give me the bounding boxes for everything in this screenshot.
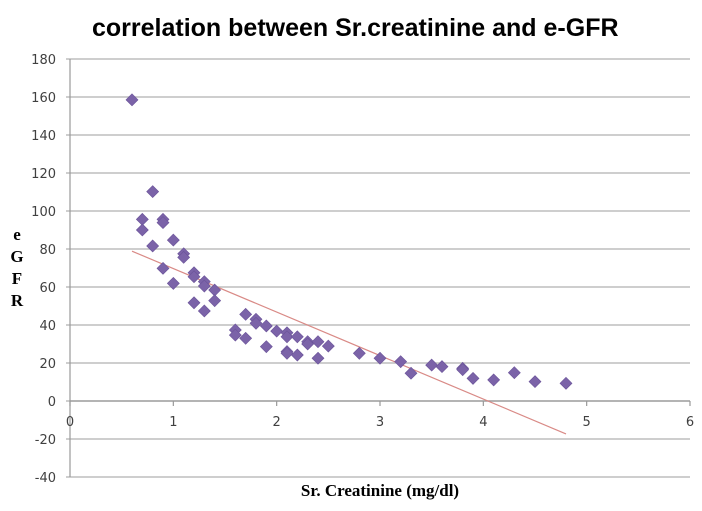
- y-axis-title-letter: G: [10, 247, 23, 266]
- x-tick-label: 3: [376, 415, 384, 430]
- y-tick-label: 40: [39, 319, 56, 334]
- y-axis-title-letter: e: [13, 225, 21, 244]
- data-point: [321, 339, 335, 353]
- data-point: [135, 223, 149, 237]
- data-point: [373, 351, 387, 365]
- y-tick-label: 60: [39, 281, 56, 296]
- x-tick-label: 0: [66, 415, 74, 430]
- data-point: [559, 376, 573, 390]
- data-point: [311, 335, 325, 349]
- y-tick-label: 160: [31, 91, 56, 106]
- y-tick-label: -20: [35, 433, 56, 448]
- data-point: [435, 360, 449, 374]
- data-point: [125, 93, 139, 107]
- y-tick-label: 180: [31, 53, 56, 68]
- y-axis-title-letter: F: [12, 269, 22, 288]
- data-point: [404, 366, 418, 380]
- data-point: [197, 279, 211, 293]
- data-point: [280, 346, 294, 360]
- data-point: [239, 331, 253, 345]
- y-tick-label: 120: [31, 167, 56, 182]
- data-point: [177, 250, 191, 264]
- data-point: [507, 366, 521, 380]
- data-point: [135, 212, 149, 226]
- data-point: [290, 330, 304, 344]
- data-point: [270, 324, 284, 338]
- data-point: [208, 294, 222, 308]
- data-point: [249, 316, 263, 330]
- x-tick-label: 1: [169, 415, 177, 430]
- y-tick-label: 100: [31, 205, 56, 220]
- data-point: [456, 363, 470, 377]
- x-tick-labels: 0 1 2 3 4 5 6: [66, 415, 694, 430]
- y-tick-label: 140: [31, 129, 56, 144]
- y-tick-label: 20: [39, 357, 56, 372]
- data-point: [228, 328, 242, 342]
- data-point: [280, 330, 294, 344]
- x-tick-label: 5: [583, 415, 591, 430]
- data-point: [146, 185, 160, 199]
- data-point: [156, 261, 170, 275]
- data-points: [125, 93, 573, 390]
- data-point: [394, 355, 408, 369]
- chart-title: correlation between Sr.creatinine and e-…: [92, 14, 619, 42]
- data-point: [301, 337, 315, 351]
- y-axis-title-letter: R: [11, 291, 24, 310]
- data-point: [197, 304, 211, 318]
- data-point: [146, 239, 160, 253]
- data-point: [487, 373, 501, 387]
- data-point: [259, 319, 273, 333]
- data-point: [166, 276, 180, 290]
- data-point: [528, 375, 542, 389]
- data-point: [156, 216, 170, 230]
- axes: [69, 59, 691, 477]
- data-point: [239, 307, 253, 321]
- data-point: [259, 340, 273, 354]
- x-tick-label: 2: [273, 415, 281, 430]
- data-point: [187, 296, 201, 310]
- data-point: [466, 371, 480, 385]
- x-tick-label: 6: [686, 415, 694, 430]
- x-tick-label: 4: [479, 415, 487, 430]
- y-tick-label: -40: [35, 471, 56, 486]
- y-tick-label: 80: [39, 243, 56, 258]
- y-tick-label: 0: [48, 395, 56, 410]
- data-point: [311, 351, 325, 365]
- data-point: [425, 358, 439, 372]
- data-point: [290, 348, 304, 362]
- data-point: [187, 270, 201, 284]
- y-tick-labels: -40 -20 0 20 40 60 80 100 120 140 160 180: [31, 53, 56, 486]
- data-point: [352, 346, 366, 360]
- x-axis-title: Sr. Creatinine (mg/dl): [301, 481, 459, 500]
- data-point: [166, 233, 180, 247]
